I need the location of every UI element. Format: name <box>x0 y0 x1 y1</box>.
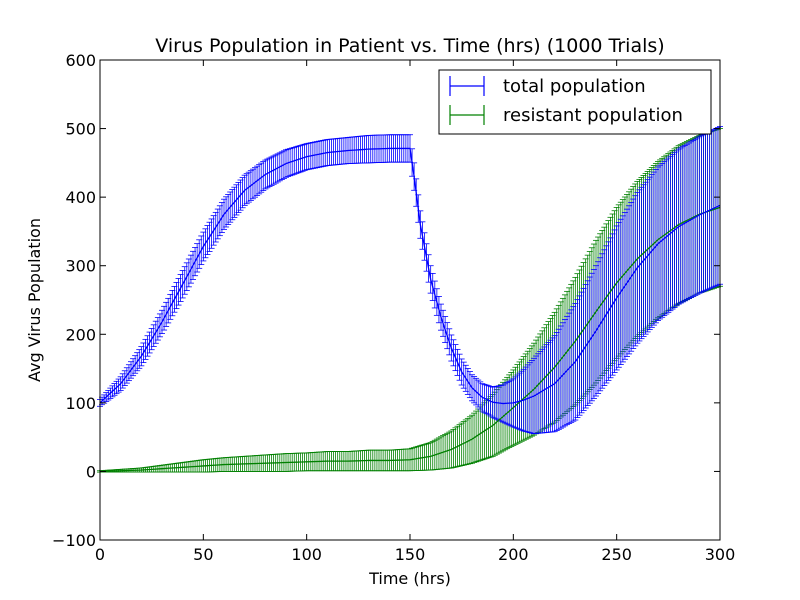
legend-swatch-resistant <box>449 105 485 125</box>
series-lines <box>99 147 721 473</box>
y-tick-label: 500 <box>65 120 96 139</box>
x-tick-label: 300 <box>705 545 736 564</box>
x-axis-label: Time (hrs) <box>368 569 451 588</box>
y-axis-label: Avg Virus Population <box>25 218 44 382</box>
error-bars <box>97 126 723 473</box>
y-tick-label: 300 <box>65 257 96 276</box>
x-tick-label: 100 <box>291 545 322 564</box>
chart-title: Virus Population in Patient vs. Time (hr… <box>155 35 664 57</box>
y-tick-label: 600 <box>65 51 96 70</box>
x-tick-label: 0 <box>95 545 105 564</box>
legend-label-resistant: resistant population <box>503 105 683 126</box>
legend: total population resistant population <box>438 69 712 135</box>
legend-swatch-total <box>449 76 485 96</box>
y-tick-label: 200 <box>65 325 96 344</box>
axis-ticks: 0 50 100 150 200 250 300−100010020030040050060… <box>52 51 735 564</box>
y-tick-label: 0 <box>86 462 96 481</box>
x-tick-label: 200 <box>498 545 529 564</box>
series-line-0 <box>99 147 721 405</box>
legend-label-total: total population <box>503 76 646 97</box>
x-tick-label: 150 <box>395 545 426 564</box>
x-tick-label: 250 <box>601 545 632 564</box>
y-tick-label: 100 <box>65 394 96 413</box>
y-tick-label: −100 <box>52 531 96 550</box>
series-line-1 <box>99 206 721 473</box>
y-tick-label: 400 <box>65 188 96 207</box>
x-tick-label: 50 <box>193 545 213 564</box>
